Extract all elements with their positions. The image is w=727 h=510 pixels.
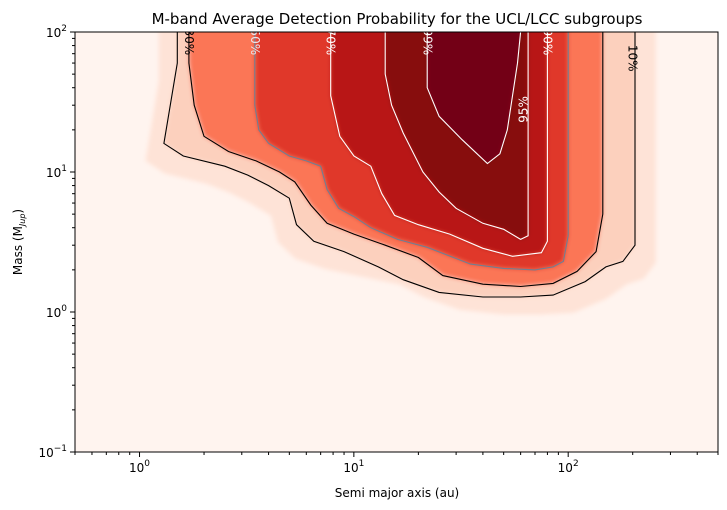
contour-label-10: 10%	[626, 45, 640, 72]
contour-line-10	[163, 32, 636, 298]
contour-label-90: 90%	[540, 29, 554, 56]
y-tick-label: 102	[46, 24, 67, 40]
contour-line-30	[188, 32, 604, 288]
y-axis-label-subscript: Jup	[18, 214, 27, 229]
x-tick-label: 102	[558, 459, 579, 475]
x-axis-ticks: 100 101 102	[74, 452, 719, 475]
y-axis-ticks: 10−1 100 101 102	[38, 24, 75, 460]
contour-line-90	[384, 32, 529, 241]
y-tick-label: 101	[46, 164, 67, 180]
contour-label-99: 99%	[420, 29, 434, 56]
contour-line-95	[426, 32, 522, 165]
plot-frame	[74, 31, 719, 453]
contour-line-70	[330, 32, 548, 257]
x-tick-label: 100	[129, 459, 150, 475]
x-tick-label: 101	[343, 459, 364, 475]
probability-heatmap	[75, 32, 718, 452]
contour-label-70: 70%	[324, 29, 338, 56]
contour-label-50: 50%	[248, 29, 262, 56]
y-axis-label: Mass (MJup)	[11, 209, 27, 275]
y-axis-label-main: Mass (M	[11, 226, 25, 275]
contour-label-30: 30%	[182, 29, 196, 56]
contour-lines: 10% 30% 50% 70% 90% 95% 99%	[163, 29, 640, 298]
chart-title: M-band Average Detection Probability for…	[152, 10, 643, 28]
x-axis-label: Semi major axis (au)	[335, 486, 459, 500]
contour-line-50	[254, 32, 569, 271]
contour-label-95: 95%	[517, 96, 531, 123]
y-tick-label: 100	[46, 304, 67, 320]
y-tick-label: 10−1	[38, 444, 67, 460]
heatmap-band-95	[427, 32, 521, 164]
y-axis-label-close: )	[11, 209, 25, 214]
